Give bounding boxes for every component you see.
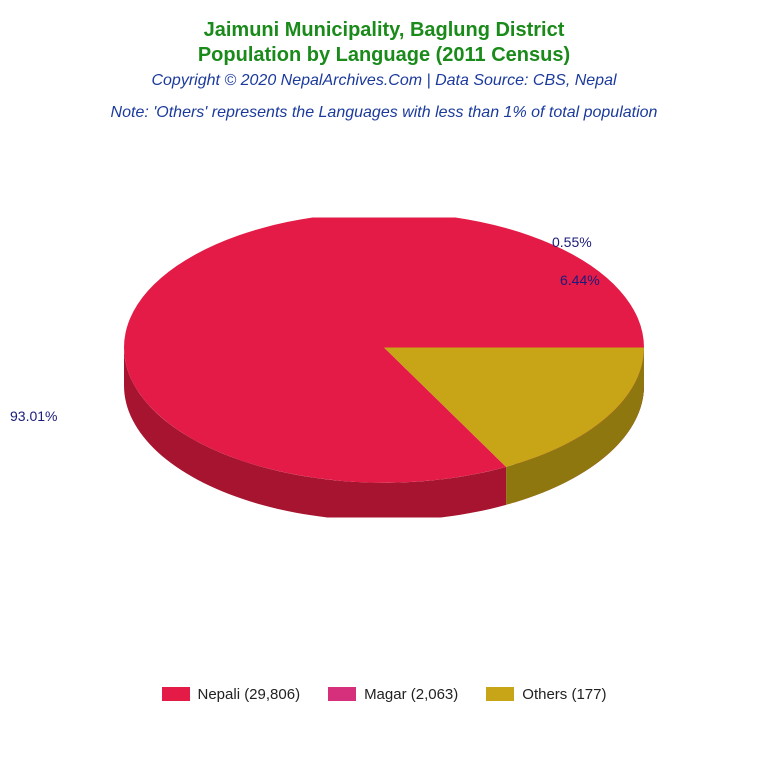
legend-swatch [162, 687, 190, 701]
legend-label: Others (177) [522, 686, 606, 703]
pie-wrap [114, 218, 654, 523]
legend-swatch [328, 687, 356, 701]
slice-label: 6.44% [560, 272, 600, 288]
legend-item: Nepali (29,806) [162, 686, 301, 703]
slice-label: 0.55% [552, 234, 592, 250]
pie-svg [114, 218, 654, 518]
chart-note: Note: 'Others' represents the Languages … [0, 104, 768, 122]
chart-subtitle: Copyright © 2020 NepalArchives.Com | Dat… [0, 72, 768, 90]
legend-item: Others (177) [486, 686, 606, 703]
slice-label: 93.01% [10, 408, 57, 424]
legend: Nepali (29,806) Magar (2,063) Others (177) [0, 686, 768, 707]
legend-swatch [486, 687, 514, 701]
header: Jaimuni Municipality, Baglung District P… [0, 0, 768, 122]
chart-title-line2: Population by Language (2011 Census) [0, 43, 768, 68]
pie-chart: 93.01% 6.44% 0.55% [0, 160, 768, 580]
legend-label: Magar (2,063) [364, 686, 458, 703]
legend-item: Magar (2,063) [328, 686, 458, 703]
legend-label: Nepali (29,806) [198, 686, 301, 703]
chart-title-line1: Jaimuni Municipality, Baglung District [0, 18, 768, 43]
